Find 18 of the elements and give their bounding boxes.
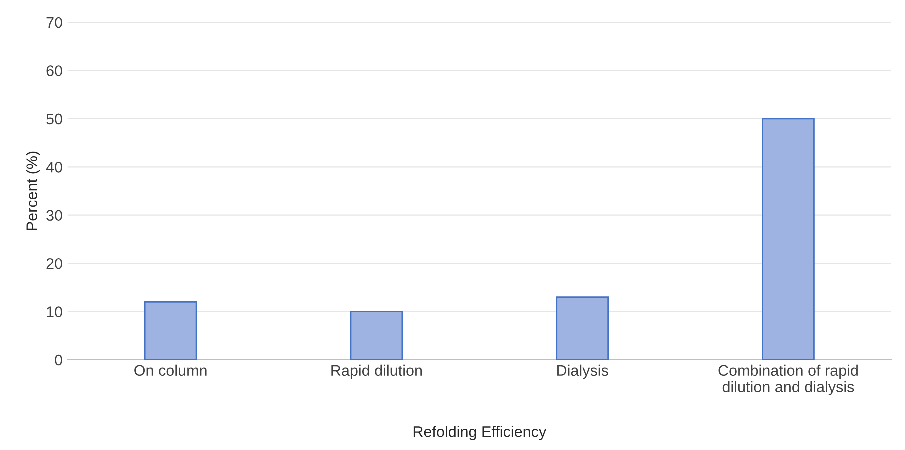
bar	[556, 296, 610, 360]
y-tick-label: 20	[46, 258, 62, 270]
y-axis-title: Percent (%)	[26, 152, 40, 230]
y-tick-label: 40	[46, 162, 62, 173]
y-tick-label: 70	[46, 17, 62, 28]
bar	[762, 118, 815, 360]
y-tick-label: 0	[55, 354, 62, 366]
bar	[350, 311, 404, 360]
y-tick-label: 30	[46, 210, 62, 222]
x-tick-label: Rapid dilution	[332, 364, 422, 380]
y-tick-label: 10	[47, 306, 62, 318]
y-tick-label: 50	[46, 114, 62, 125]
x-axis-title: Refolding Efficiency	[414, 426, 547, 440]
x-tick-label: On column	[134, 364, 207, 376]
x-tick-label: Dialysis	[558, 364, 608, 380]
y-tick-label: 60	[46, 66, 62, 76]
bar	[144, 301, 198, 360]
x-tick-label: Combination of rapid dilution and dialysis	[718, 364, 858, 396]
